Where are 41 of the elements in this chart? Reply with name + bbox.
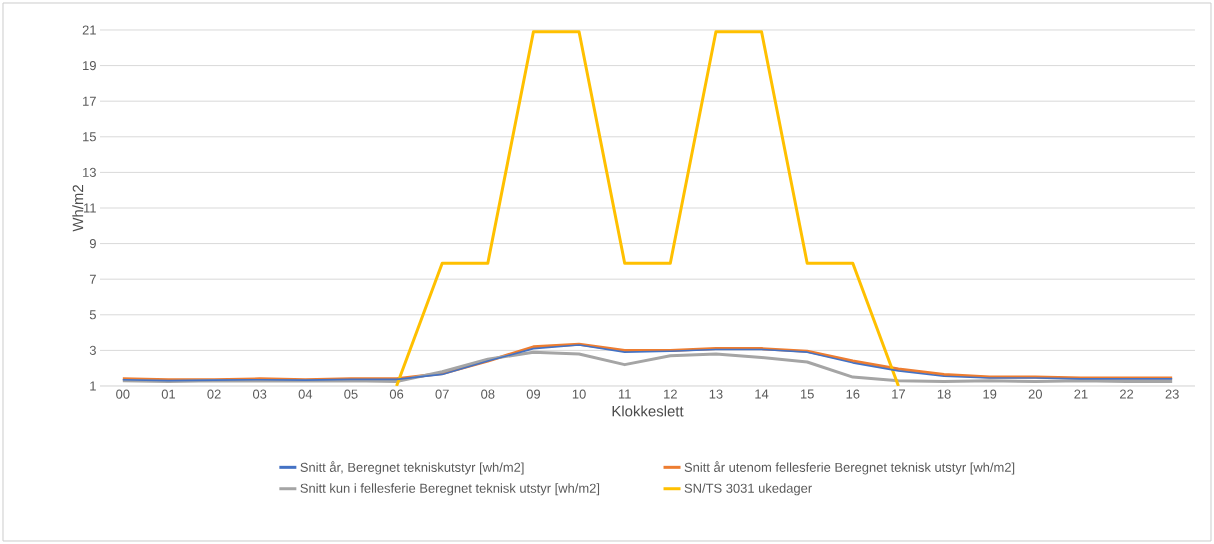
legend-label: SN/TS 3031 ukedager [684,483,812,496]
y-tick-label: 15 [83,132,96,142]
x-tick-label: 23 [1165,389,1179,399]
y-tick-label: 17 [83,96,96,106]
x-tick-label: 05 [344,389,358,399]
x-tick-label: 03 [252,389,267,399]
y-tick-label: 9 [89,239,96,249]
legend-label: Snitt år utenom fellesferie Beregnet teknisk utstyr [wh/m2] [684,461,1015,475]
x-tick-label: 13 [709,389,723,399]
x-tick-label: 20 [1028,389,1042,399]
x-tick-label: 22 [1120,389,1134,399]
x-tick-label: 10 [572,389,586,399]
x-tick-label: 02 [207,389,221,399]
legend-label: Snitt kun i fellesferie Beregnet teknisk utstyr [wh/m2] [300,483,600,496]
x-tick-label: 19 [983,389,997,399]
x-tick-label: 09 [526,389,541,399]
x-axis-title: Klokkeslett [612,405,684,417]
x-tick-label: 11 [618,389,631,399]
y-tick-label: 7 [89,274,96,284]
y-tick-label: 5 [89,310,96,320]
x-tick-label: 21 [1074,389,1088,399]
x-tick-label: 16 [846,389,860,399]
x-tick-label: 18 [937,389,951,399]
x-tick-label: 01 [161,389,176,399]
y-tick-label: 19 [83,61,96,71]
x-tick-label: 14 [755,389,769,399]
x-tick-label: 17 [892,389,905,399]
x-tick-label: 04 [298,389,313,399]
y-tick-label: 11 [84,203,96,213]
x-tick-label: 12 [664,389,677,399]
y-tick-label: 13 [83,167,96,177]
x-tick-label: 15 [800,389,814,399]
y-tick-label: 21 [82,25,96,35]
y-axis-title: Wh/m2 [72,185,84,232]
y-tick-label: 3 [89,345,96,355]
y-tick-label: 1 [90,381,96,391]
legend-label: Snitt år, Beregnet tekniskutstyr [wh/m2] [300,461,524,475]
x-tick-label: 00 [116,389,130,399]
x-tick-label: 08 [481,389,495,399]
x-tick-label: 07 [435,389,449,399]
x-tick-label: 06 [389,389,404,399]
